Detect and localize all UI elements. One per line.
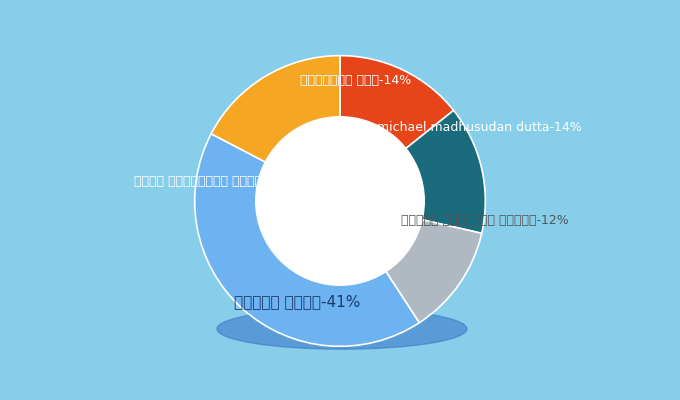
Wedge shape [194,134,420,346]
Wedge shape [390,110,486,233]
Text: স্যার আইজ্যাক নিউটন-12%: স্যার আইজ্যাক নিউটন-12% [401,214,569,227]
Wedge shape [211,56,340,171]
Ellipse shape [217,308,467,349]
Wedge shape [375,215,481,323]
Text: michael madhusudan dutta-14%: michael madhusudan dutta-14% [377,121,582,134]
Text: সাদিও মানে-41%: সাদিও মানে-41% [234,294,360,309]
Circle shape [256,117,424,285]
Wedge shape [340,56,454,161]
Text: মিস্টার বিন-14%: মিস্টার বিন-14% [300,74,411,87]
Text: রাজা রামেমাহন রায়-17%: রাজা রামেমাহন রায়-17% [134,175,294,188]
